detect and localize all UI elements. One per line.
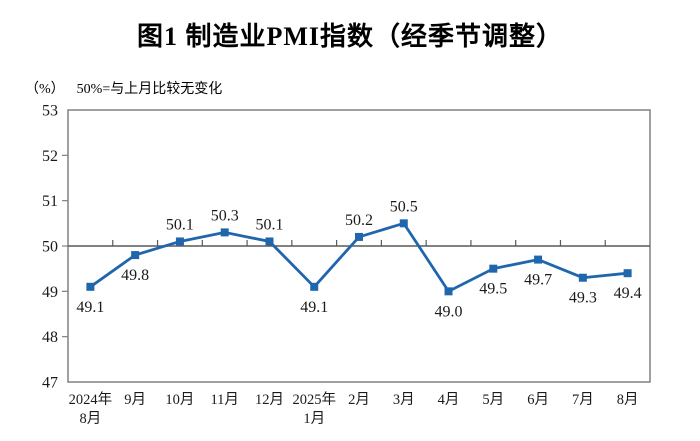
x-axis-label: 3月: [393, 392, 415, 408]
x-axis-label: 6月: [527, 392, 549, 408]
chart-subtitle: （%） 50%=与上月比较无变化: [25, 78, 222, 98]
data-point-label: 49.1: [300, 299, 328, 316]
data-point-label: 49.1: [76, 299, 104, 316]
x-axis-label: 4月: [438, 392, 460, 408]
pmi-line-chart: 47 48 49 50 51 52 53 49.1 49.8 50.1 50.3 50.1 49.1 50…: [42, 103, 651, 427]
data-point-marker: [220, 228, 229, 237]
x-axis-label: 2025年: [292, 391, 336, 408]
data-point-label: 49.7: [524, 272, 552, 289]
data-point-label: 50.1: [255, 216, 283, 233]
y-axis-label: 53: [42, 103, 58, 120]
x-axis-label: 2024年: [69, 391, 113, 408]
data-point-label: 50.5: [390, 198, 418, 215]
data-point-label: 49.3: [569, 290, 597, 307]
data-point-label: 50.3: [211, 207, 239, 224]
x-axis-label: 9月: [124, 392, 146, 408]
y-axis-label: 49: [42, 284, 58, 301]
chart-title: 图1 制造业PMI指数（经季节调整）: [136, 22, 564, 51]
data-point-marker: [310, 282, 319, 291]
data-point-label: 50.2: [345, 212, 373, 229]
x-axis-label: 8月: [617, 392, 639, 408]
data-point-marker: [175, 237, 184, 246]
data-point-marker: [86, 282, 95, 291]
data-point-label: 50.1: [166, 216, 194, 233]
data-point-marker: [399, 219, 408, 228]
y-axis-label: 48: [42, 329, 58, 346]
y-axis-label: 47: [42, 375, 58, 392]
data-point-marker: [355, 232, 363, 241]
data-point-label: 49.0: [435, 303, 463, 320]
data-point-marker: [578, 273, 587, 282]
x-axis-label: 2月: [348, 392, 370, 408]
x-axis-label: 12月: [255, 392, 284, 408]
x-axis-label: 10月: [165, 392, 194, 408]
data-point-marker: [131, 251, 140, 260]
reference-note: 50%=与上月比较无变化: [76, 82, 223, 97]
y-axis-unit-label: （%）: [25, 82, 65, 97]
x-axis-label: 8月: [80, 411, 102, 427]
y-axis-label: 51: [42, 193, 58, 210]
data-point-label: 49.8: [121, 267, 149, 284]
x-axis-label: 5月: [482, 392, 504, 408]
x-axis-label: 11月: [210, 392, 238, 408]
y-axis-label: 50: [42, 239, 58, 256]
data-point-marker: [534, 255, 543, 264]
data-point-marker: [623, 269, 632, 278]
data-point-marker: [265, 237, 274, 246]
x-axis-label: 1月: [303, 411, 325, 427]
x-axis-label: 7月: [572, 392, 594, 408]
data-point-marker: [444, 287, 453, 296]
y-axis-label: 52: [42, 148, 58, 165]
data-point-marker: [489, 264, 498, 273]
data-point-label: 49.5: [479, 281, 507, 298]
data-point-label: 49.4: [614, 285, 642, 302]
